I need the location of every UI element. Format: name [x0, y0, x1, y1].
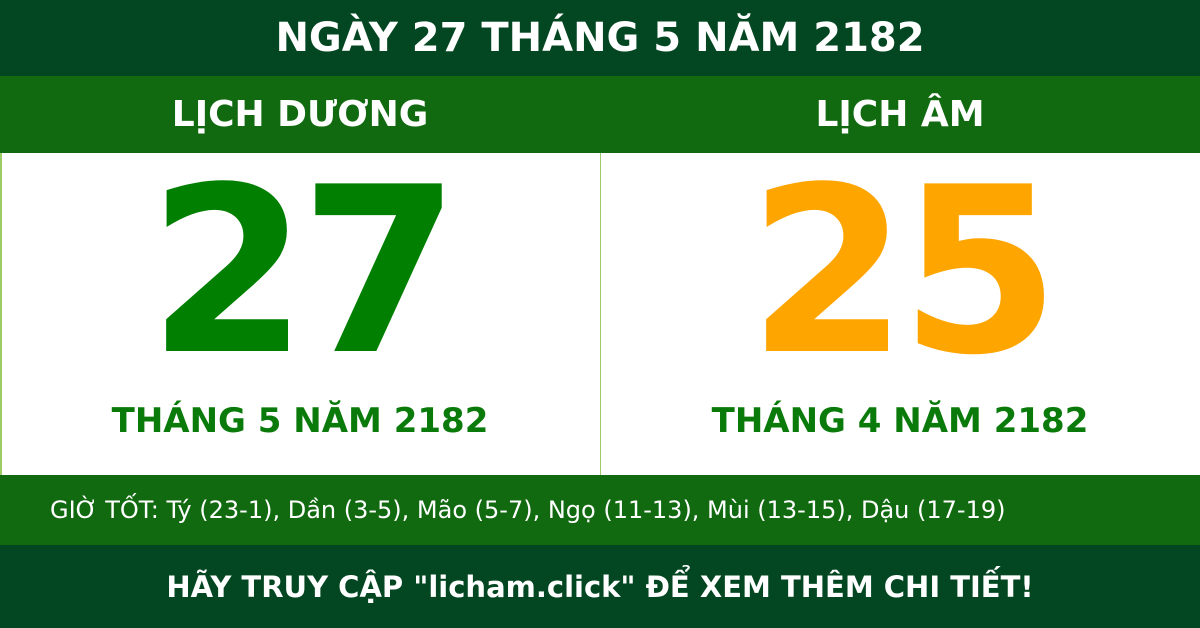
solar-heading: LỊCH DƯƠNG	[171, 94, 429, 135]
lunar-panel: 25 THÁNG 4 NĂM 2182	[600, 153, 1200, 475]
page-title: NGÀY 27 THÁNG 5 NĂM 2182	[0, 0, 1200, 76]
good-hours: GIỜ TỐT: Tý (23-1), Dần (3-5), Mão (5-7)…	[0, 475, 1200, 545]
lunar-heading: LỊCH ÂM	[815, 94, 985, 135]
lunar-day: 25	[747, 139, 1060, 406]
footer-cta: HÃY TRUY CẬP "licham.click" ĐỂ XEM THÊM …	[0, 545, 1200, 628]
solar-day: 27	[147, 139, 460, 406]
lunar-month-year: THÁNG 4 NĂM 2182	[711, 401, 1089, 441]
divider	[600, 153, 601, 475]
solar-panel: 27 THÁNG 5 NĂM 2182	[0, 153, 600, 475]
calendar-headings: LỊCH DƯƠNG LỊCH ÂM	[0, 76, 1200, 153]
solar-month-year: THÁNG 5 NĂM 2182	[111, 401, 489, 441]
